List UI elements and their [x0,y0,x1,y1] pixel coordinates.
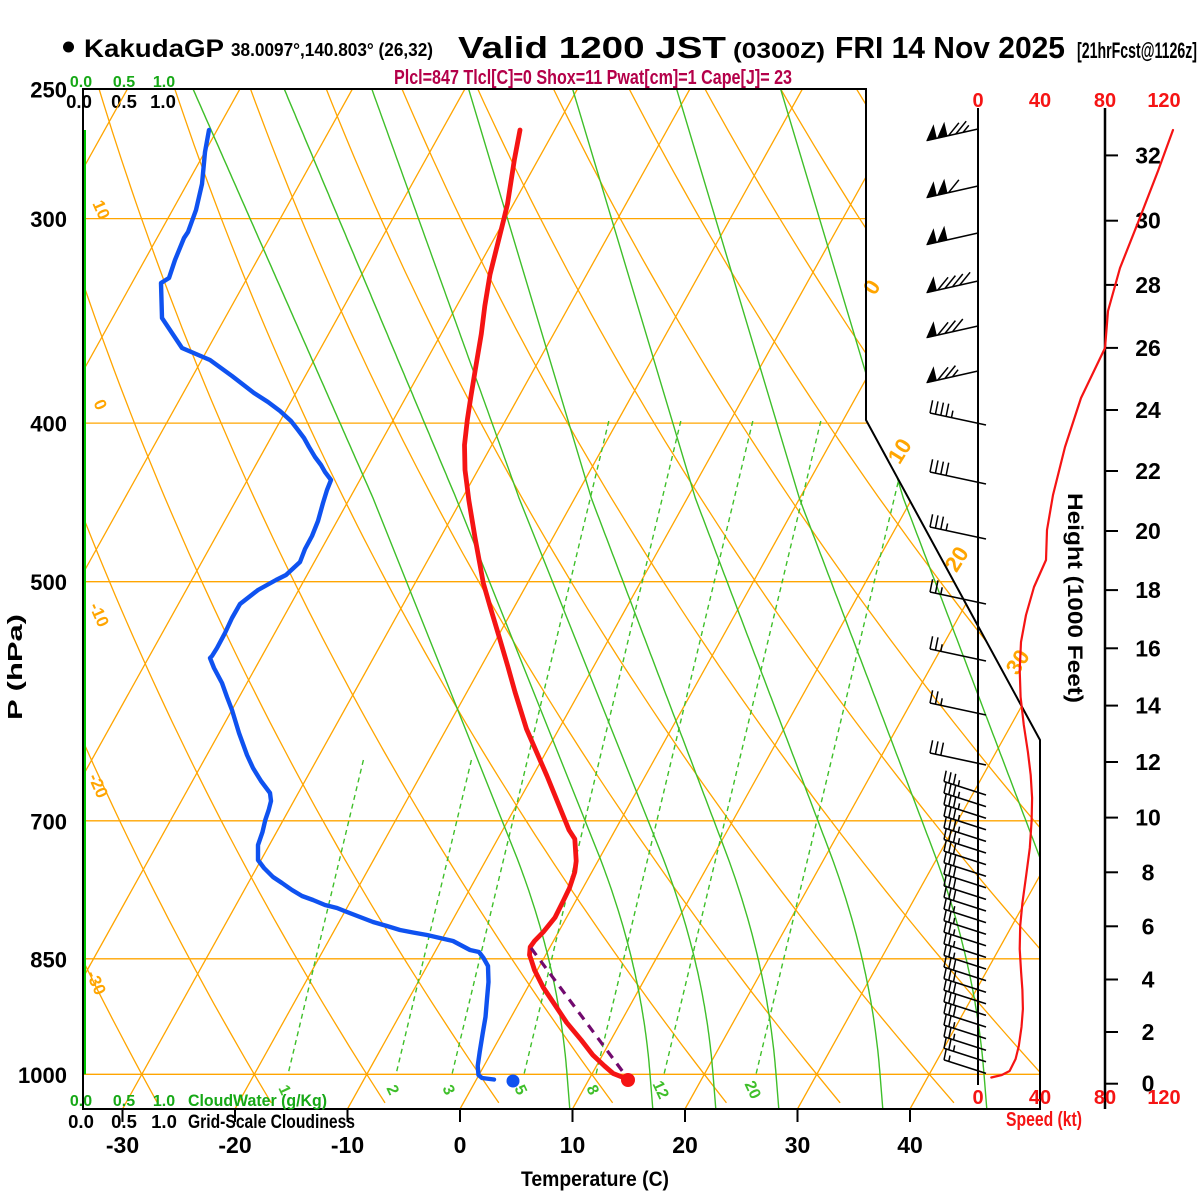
svg-text:30: 30 [785,1132,811,1158]
svg-text:8: 8 [1142,859,1155,885]
svg-text:0: 0 [972,90,983,112]
svg-text:120: 120 [1147,1087,1180,1109]
svg-text:40: 40 [1029,1087,1051,1109]
svg-text:16: 16 [1135,635,1161,661]
svg-text:0: 0 [454,1132,467,1158]
svg-text:-10: -10 [331,1132,364,1158]
svg-text:[21hrFcst@1126z]: [21hrFcst@1126z] [1077,38,1197,63]
svg-text:CloudWater (g/Kg): CloudWater (g/Kg) [188,1091,327,1110]
svg-text:80: 80 [1094,90,1116,112]
svg-text:0.0: 0.0 [70,1093,92,1110]
svg-text:10: 10 [560,1132,586,1158]
svg-text:250: 250 [30,78,67,103]
svg-text:10: 10 [1135,805,1161,831]
svg-text:(0300Z): (0300Z) [733,38,825,63]
svg-text:12: 12 [649,1078,672,1101]
svg-text:-20: -20 [218,1132,251,1158]
svg-text:0.0: 0.0 [70,74,92,91]
svg-text:Height (1000 Feet): Height (1000 Feet) [1063,493,1086,703]
svg-text:KakudaGP: KakudaGP [84,35,224,63]
svg-text:1.0: 1.0 [151,1111,177,1132]
svg-text:P (hPa): P (hPa) [5,614,27,720]
svg-text:80: 80 [1094,1087,1116,1109]
svg-text:Plcl=847 Tlcl[C]=0 Shox=11 Pwa: Plcl=847 Tlcl[C]=0 Shox=11 Pwat[cm]=1 Ca… [394,67,792,89]
svg-text:Valid 1200 JST: Valid 1200 JST [458,30,726,65]
svg-text:20: 20 [672,1132,698,1158]
svg-text:Grid-Scale Cloudiness: Grid-Scale Cloudiness [188,1112,355,1133]
svg-text:0: 0 [1142,1071,1155,1097]
svg-text:0.0: 0.0 [66,91,92,112]
svg-text:6: 6 [1142,913,1155,939]
svg-text:24: 24 [1135,397,1161,423]
svg-text:28: 28 [1135,272,1161,298]
svg-text:0.5: 0.5 [113,1093,135,1110]
svg-text:0.5: 0.5 [113,74,135,91]
svg-text:18: 18 [1135,577,1161,603]
svg-text:300: 300 [30,207,67,232]
svg-text:-30: -30 [106,1132,139,1158]
svg-text:0.5: 0.5 [111,1111,137,1132]
svg-text:40: 40 [1029,90,1051,112]
svg-text:Speed (kt): Speed (kt) [1006,1109,1082,1131]
svg-text:22: 22 [1135,458,1161,484]
svg-text:FRI 14 Nov 2025: FRI 14 Nov 2025 [835,30,1065,65]
svg-text:14: 14 [1135,693,1161,719]
svg-text:Temperature (C): Temperature (C) [521,1168,669,1191]
svg-text:4: 4 [1142,967,1155,993]
svg-text:0: 0 [972,1087,983,1109]
svg-text:850: 850 [30,947,67,972]
svg-text:40: 40 [897,1132,923,1158]
svg-text:400: 400 [30,412,67,437]
svg-text:120: 120 [1147,90,1180,112]
svg-text:500: 500 [30,570,67,595]
svg-text:1.0: 1.0 [153,74,175,91]
svg-text:1.0: 1.0 [153,1093,175,1110]
svg-text:700: 700 [30,809,67,834]
svg-text:20: 20 [741,1078,764,1101]
svg-text:32: 32 [1135,142,1161,168]
svg-text:0.0: 0.0 [68,1111,94,1132]
svg-text:2: 2 [1142,1019,1155,1045]
svg-text:12: 12 [1135,749,1161,775]
svg-text:38.0097°,140.803° (26,32): 38.0097°,140.803° (26,32) [231,39,433,60]
svg-text:1000: 1000 [18,1063,67,1088]
svg-text:20: 20 [1135,518,1161,544]
svg-text:26: 26 [1135,335,1161,361]
svg-text:1.0: 1.0 [150,91,176,112]
